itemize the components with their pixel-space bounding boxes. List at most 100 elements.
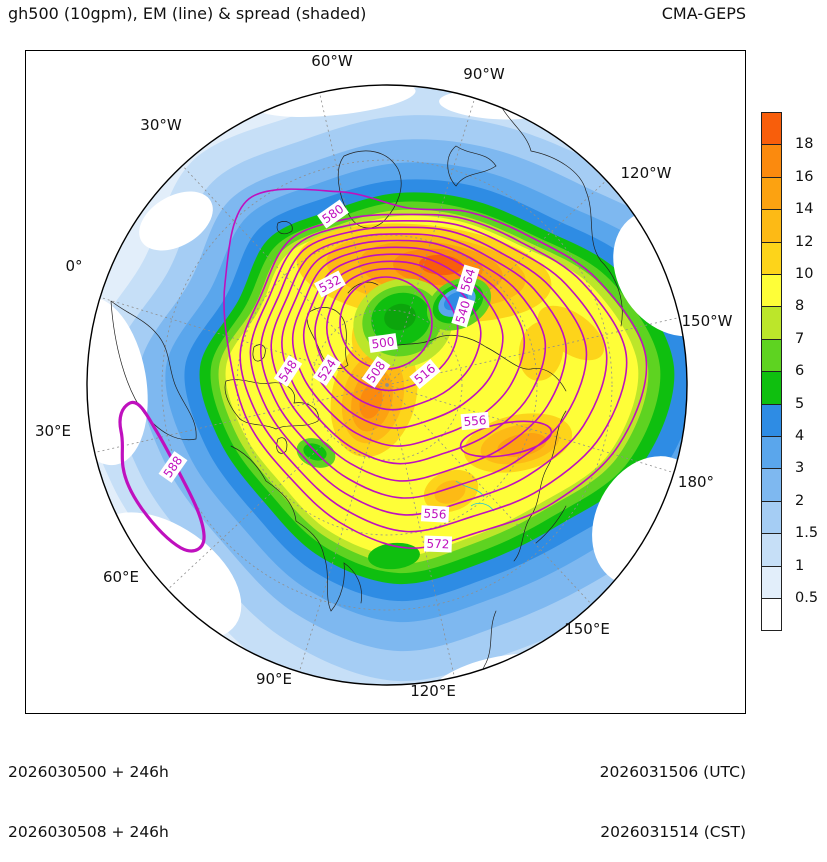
contour-label: 556 (420, 505, 450, 523)
colorbar-tick-label: 5 (795, 395, 805, 412)
longitude-label: 150°W (682, 312, 733, 330)
height-contour-closed (459, 420, 553, 458)
height-contour (291, 246, 526, 447)
colorbar-tick-label: 3 (795, 460, 805, 477)
map-frame: 580 532 564 540 500 508 516 524 548 556 556 572 588 6… (25, 50, 746, 714)
low-spread-pocket (87, 296, 148, 466)
colorbar-tick-label: 10 (795, 266, 814, 282)
map-boundary-circle (86, 84, 688, 686)
longitude-label: 180° (678, 473, 714, 491)
weather-chart-page: { "header": { "title": "gh500 (10gpm), E… (8, 4, 819, 841)
colorbar-tick-label: 7 (795, 330, 805, 347)
longitude-line (167, 384, 388, 590)
longitude-label: 30°W (140, 116, 182, 134)
colorbar-segment (761, 306, 782, 340)
height-contour (249, 219, 608, 516)
colorbar-segment (761, 500, 782, 535)
svg-text:500: 500 (371, 334, 396, 351)
coastline (306, 307, 349, 369)
colorbar-tick-label: 1.5 (795, 525, 819, 542)
colorbar-segment (761, 274, 782, 308)
longitude-line (386, 384, 592, 605)
coastline (495, 95, 623, 327)
contour-label: 556 (460, 411, 490, 431)
coastline (375, 335, 567, 392)
longitude-label: 60°W (311, 52, 353, 70)
coastline (276, 437, 288, 454)
height-contour (223, 188, 648, 549)
longitude-label: 150°E (564, 620, 610, 638)
colorbar-segment (761, 241, 782, 275)
coastline (110, 300, 197, 441)
spread-minimum-spot (384, 303, 416, 331)
latitude-circle (161, 159, 613, 611)
colorbar-tick-label: 16 (795, 168, 814, 185)
coastline (224, 379, 319, 430)
high-spread-lobe (359, 383, 383, 419)
height-contour (259, 226, 588, 499)
colorbar-tick-label: 8 (795, 298, 805, 315)
chart-title: gh500 (10gpm), EM (line) & spread (shade… (8, 4, 367, 23)
coastline (513, 410, 567, 562)
longitude-label: 90°W (463, 65, 505, 83)
colorbar-segment (761, 338, 782, 373)
spread-minimum-spot (368, 542, 420, 570)
colorbar-segment (761, 436, 782, 470)
colorbar-tick-label: 12 (795, 233, 814, 250)
longitude-label: 0° (65, 257, 82, 275)
svg-text:572: 572 (426, 537, 449, 552)
latitude-circle (311, 309, 463, 461)
coastline (447, 145, 497, 187)
colorbar-tick-label: 1 (795, 557, 805, 574)
longitude-label: 90°E (256, 670, 292, 688)
colorbar-tick-label: 18 (795, 136, 814, 153)
colorbar-tick-label: 6 (795, 363, 805, 380)
contour-label: 564 (456, 264, 480, 296)
latitude-circle (236, 234, 538, 536)
longitude-line (99, 296, 388, 386)
contour-label: 540 (451, 296, 475, 328)
height-contour (281, 239, 547, 465)
coastline (475, 610, 497, 685)
height-contour (325, 267, 459, 392)
colorbar-tick-label: 0.5 (795, 590, 819, 606)
river (470, 502, 495, 512)
longitude-label: 30°E (35, 422, 71, 440)
colorbar-segment (761, 403, 782, 437)
colorbar-segment (761, 468, 782, 502)
longitude-line (94, 384, 388, 453)
longitude-line (182, 165, 388, 386)
height-contour (270, 233, 567, 482)
colorbar-segment (761, 176, 782, 211)
coastline (535, 505, 567, 544)
colorbar-segment (761, 112, 782, 146)
height-contour-588 (118, 400, 206, 553)
high-spread-lobe (497, 433, 547, 457)
svg-text:564: 564 (458, 267, 478, 293)
high-spread-lobe (537, 305, 605, 361)
colorbar-segment (761, 144, 782, 178)
svg-text:556: 556 (423, 506, 447, 521)
colorbar-segment (761, 533, 782, 567)
height-contour (239, 213, 628, 533)
footer-init-times: 2026030500 + 246h 2026030508 + 246h (8, 722, 169, 862)
init-time-cst: 2026030508 + 246h (8, 823, 169, 841)
colorbar-segment (761, 598, 782, 632)
colorbar-tick-label: 4 (795, 428, 805, 444)
height-contour (302, 253, 504, 429)
valid-time-utc: 2026031506 (UTC) (599, 763, 746, 781)
model-name: CMA-GEPS (661, 4, 746, 23)
svg-text:556: 556 (463, 413, 487, 429)
longitude-label: 60°E (103, 568, 139, 586)
colorbar-tick-label: 2 (795, 492, 805, 509)
colorbar-tick-label: 14 (795, 201, 814, 218)
longitude-line (386, 97, 476, 386)
svg-text:540: 540 (453, 299, 473, 325)
contour-label: 500 (368, 333, 398, 353)
coastline (230, 445, 362, 612)
colorbar-segment (761, 209, 782, 243)
longitude-label: 120°W (621, 164, 672, 182)
contour-label: 572 (423, 535, 453, 553)
